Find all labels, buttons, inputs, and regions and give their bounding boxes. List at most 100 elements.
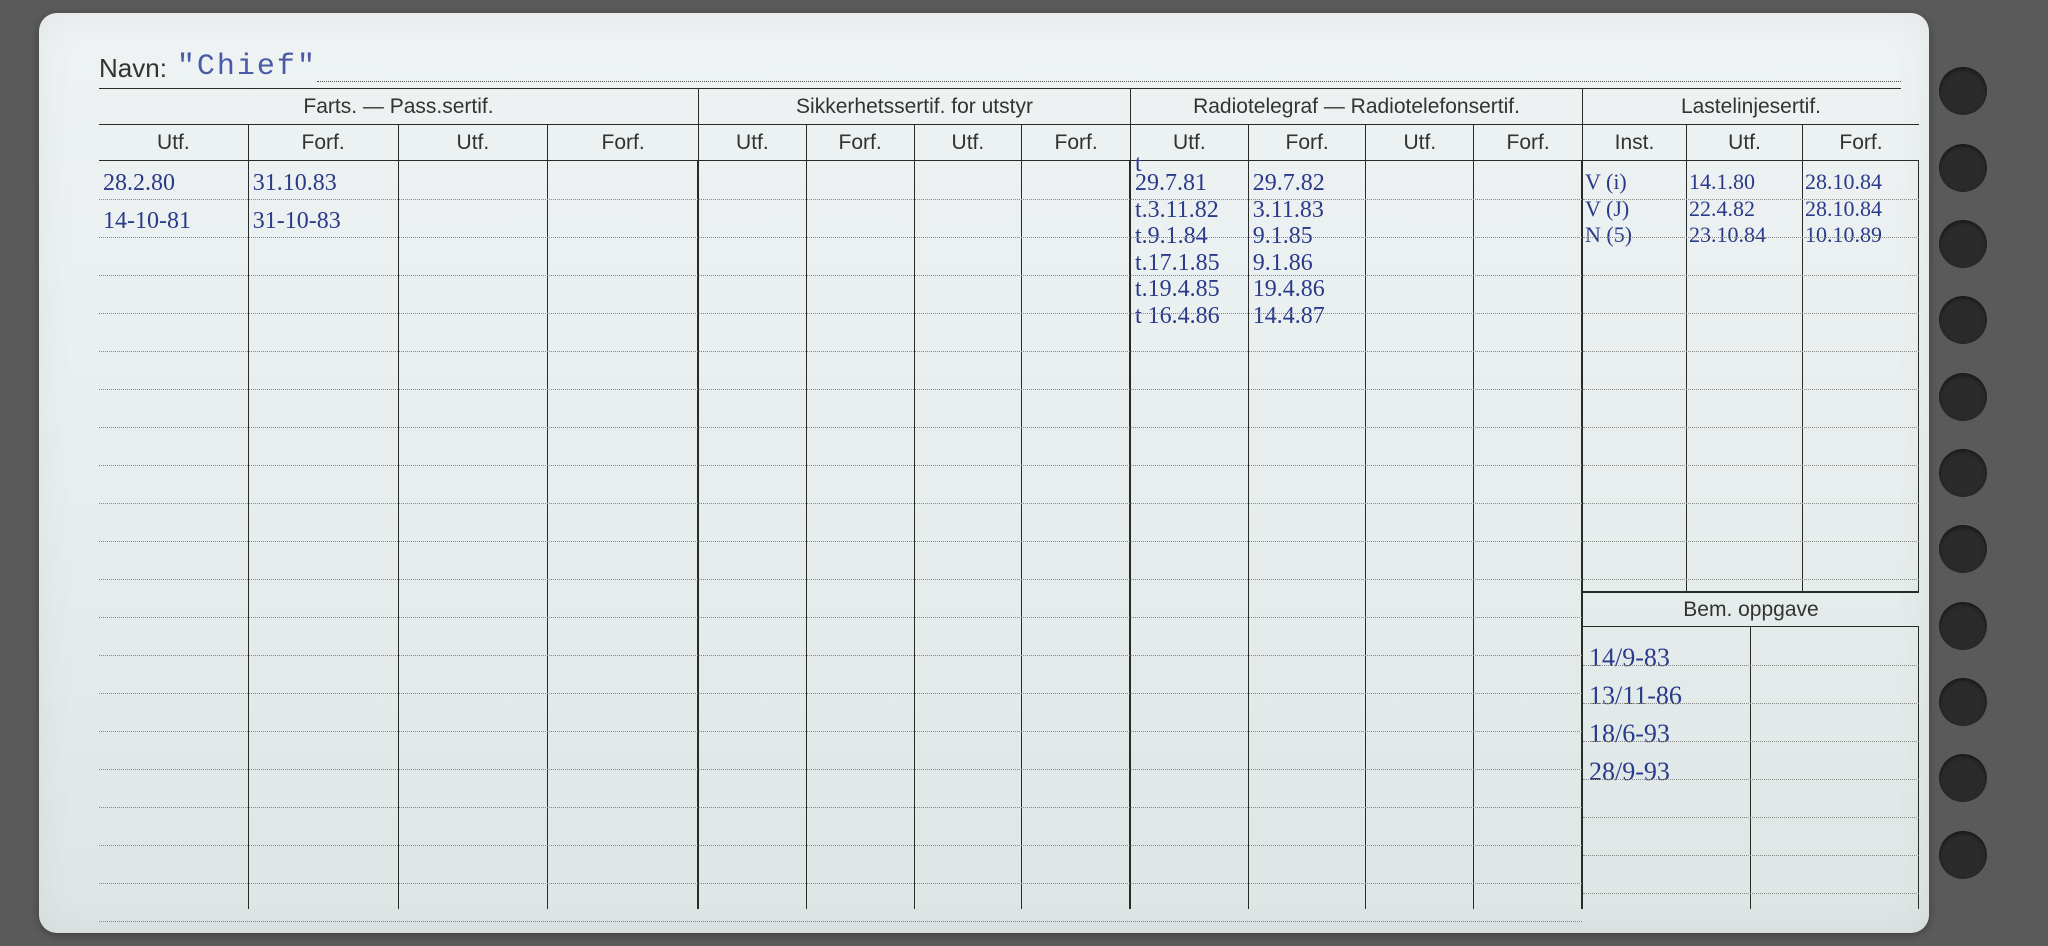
handwritten-entry: 28.10.84 <box>1805 171 1882 193</box>
hole <box>1939 449 1987 497</box>
handwritten-entry: 14.1.80 <box>1689 171 1755 193</box>
body-bem: 14/9-83 13/11-86 18/6-93 28/9-93 <box>1583 627 1919 909</box>
handwritten-entry: 28.2.80 <box>103 171 175 195</box>
section-radio: Radiotelegraf — Radiotelefonsertif. Utf.… <box>1131 89 1583 909</box>
header-bem: Bem. oppgave <box>1583 591 1919 627</box>
header-bem-text: Bem. oppgave <box>1683 598 1818 622</box>
section-farts: Farts. — Pass.sertif. Utf.Forf.Utf.Forf.… <box>99 89 699 909</box>
header-radio-text: Radiotelegraf — Radiotelefonsertif. <box>1193 95 1520 119</box>
handwritten-entry: V (J) <box>1585 198 1629 220</box>
hole <box>1939 67 1987 115</box>
body-farts: 28.2.80 14-10-81 31.10.83 31-10-83 <box>99 161 698 909</box>
handwritten-entry: t.17.1.85 <box>1135 251 1220 275</box>
name-value: "Chief" <box>177 50 317 84</box>
col-header: Forf. <box>1474 125 1582 160</box>
hole <box>1939 678 1987 726</box>
handwritten-entry: 23.10.84 <box>1689 224 1766 246</box>
hole <box>1939 220 1987 268</box>
handwritten-entry: 14/9-83 <box>1589 645 1670 671</box>
subheader-farts: Utf.Forf.Utf.Forf. <box>99 125 698 161</box>
col-header: Utf. <box>399 125 549 160</box>
handwritten-entry: t.3.11.82 <box>1135 198 1219 222</box>
data-column: 31.10.83 31-10-83 <box>249 161 399 909</box>
name-row: Navn: "Chief" <box>99 33 1901 89</box>
body-sikkerhet <box>699 161 1130 909</box>
data-column <box>548 161 698 909</box>
data-column: V (i) V (J) N (5) <box>1583 161 1687 591</box>
handwritten-entry: 29.7.81 <box>1135 171 1207 195</box>
handwritten-entry: V (i) <box>1585 171 1627 193</box>
col-header: Forf. <box>249 125 399 160</box>
data-column <box>1474 161 1582 909</box>
handwritten-entry: 31.10.83 <box>253 171 337 195</box>
col-header: Inst. <box>1583 125 1687 160</box>
handwritten-entry: 28/9-93 <box>1589 759 1670 785</box>
handwritten-entry: 31-10-83 <box>253 209 341 233</box>
hole <box>1939 602 1987 650</box>
hole <box>1939 754 1987 802</box>
col-header: Forf. <box>1803 125 1919 160</box>
document-wrapper: Navn: "Chief" Farts. — Pass.sertif. Utf.… <box>39 13 2009 933</box>
col-header: Forf. <box>1022 125 1130 160</box>
col-header: Utf. <box>1687 125 1803 160</box>
col-header: Utf. <box>1366 125 1474 160</box>
body-lastelinje-upper: V (i) V (J) N (5) 14.1.80 22.4.82 23.10.84 28.… <box>1583 161 1919 591</box>
handwritten-entry: t 16.4.86 <box>1135 304 1220 328</box>
hole <box>1939 296 1987 344</box>
data-column: 14/9-83 13/11-86 18/6-93 28/9-93 <box>1583 627 1751 909</box>
hole <box>1939 144 1987 192</box>
name-label: Navn: <box>99 53 167 84</box>
col-header: Utf. <box>699 125 807 160</box>
handwritten-entry: 13/11-86 <box>1589 683 1682 709</box>
header-farts-text: Farts. — Pass.sertif. <box>303 95 493 119</box>
handwritten-entry: 28.10.84 <box>1805 198 1882 220</box>
header-sikkerhet-text: Sikkerhetssertif. for utstyr <box>796 95 1033 119</box>
handwritten-entry: 14-10-81 <box>103 209 191 233</box>
hole <box>1939 831 1987 879</box>
data-column: 28.10.84 28.10.84 10.10.89 <box>1803 161 1919 591</box>
handwritten-entry: 9.1.86 <box>1253 251 1313 275</box>
handwritten-entry: t.9.1.84 <box>1135 224 1208 248</box>
data-column <box>399 161 549 909</box>
data-column <box>1751 627 1919 909</box>
header-lastelinje-text: Lastelinjesertif. <box>1681 95 1821 119</box>
section-sikkerhet: Sikkerhetssertif. for utstyr Utf.Forf.Ut… <box>699 89 1131 909</box>
col-header: Utf. <box>1131 125 1249 160</box>
data-column <box>1022 161 1130 909</box>
data-column <box>1366 161 1474 909</box>
handwritten-entry: 22.4.82 <box>1689 198 1755 220</box>
col-header: Utf. <box>915 125 1023 160</box>
col-header: Utf. <box>99 125 249 160</box>
col-header: Forf. <box>1249 125 1367 160</box>
handwritten-entry: 9.1.85 <box>1253 224 1313 248</box>
header-lastelinje: Lastelinjesertif. <box>1583 89 1919 125</box>
ledger-card: Navn: "Chief" Farts. — Pass.sertif. Utf.… <box>39 13 1929 933</box>
binder-holes <box>1929 13 2009 933</box>
header-farts: Farts. — Pass.sertif. <box>99 89 698 125</box>
header-radio: Radiotelegraf — Radiotelefonsertif. <box>1131 89 1582 125</box>
handwritten-entry: 29.7.82 <box>1253 171 1325 195</box>
data-column: t29.7.81t.3.11.82t.9.1.84t.17.1.85t.19.4… <box>1131 161 1249 909</box>
body-radio: t29.7.81t.3.11.82t.9.1.84t.17.1.85t.19.4… <box>1131 161 1582 909</box>
handwritten-entry: N (5) <box>1585 224 1632 246</box>
handwritten-entry: 3.11.83 <box>1253 198 1324 222</box>
handwritten-entry: 19.4.86 <box>1253 277 1325 301</box>
section-lastelinje: Lastelinjesertif. Inst.Utf.Forf. V (i)V … <box>1583 89 1919 909</box>
hole <box>1939 525 1987 573</box>
handwritten-entry: t.19.4.85 <box>1135 277 1220 301</box>
hole <box>1939 373 1987 421</box>
data-column: 29.7.82 3.11.839.1.85 9.1.8619.4.86 14.4.87 <box>1249 161 1367 909</box>
name-underline <box>317 81 1901 82</box>
data-column <box>915 161 1023 909</box>
subheader-radio: Utf.Forf.Utf.Forf. <box>1131 125 1582 161</box>
header-sikkerhet: Sikkerhetssertif. for utstyr <box>699 89 1130 125</box>
col-header: Forf. <box>807 125 915 160</box>
handwritten-entry: 14.4.87 <box>1253 304 1325 328</box>
subheader-sikkerhet: Utf.Forf.Utf.Forf. <box>699 125 1130 161</box>
handwritten-entry: 18/6-93 <box>1589 721 1670 747</box>
data-column: 14.1.80 22.4.82 23.10.84 <box>1687 161 1803 591</box>
data-column: 28.2.80 14-10-81 <box>99 161 249 909</box>
handwritten-entry: 10.10.89 <box>1805 224 1882 246</box>
data-column <box>699 161 807 909</box>
table-area: Farts. — Pass.sertif. Utf.Forf.Utf.Forf.… <box>99 89 1901 909</box>
